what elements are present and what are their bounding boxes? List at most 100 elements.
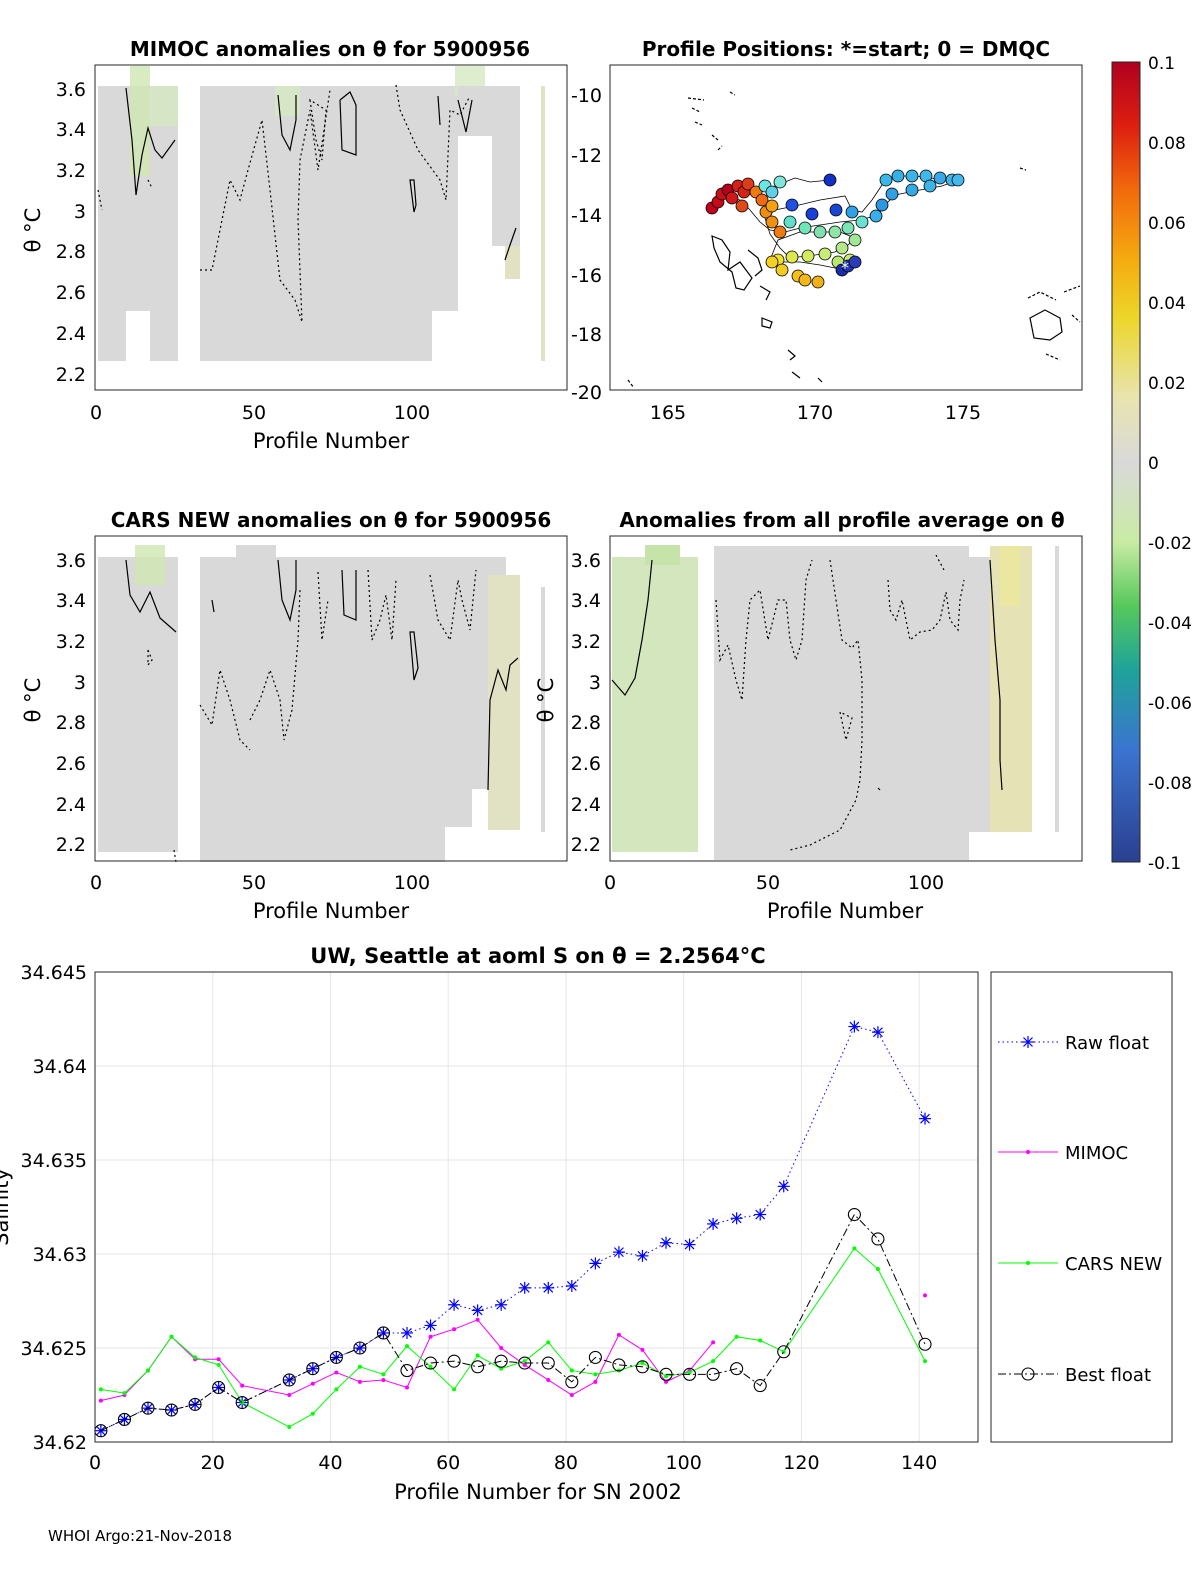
positions-panel: Profile Positions: *=start; 0 = DMQC xyxy=(571,37,1083,424)
positions-xticks: 165 170 175 xyxy=(650,402,981,424)
legend-marker xyxy=(1026,1150,1030,1154)
avg-xtick: 50 xyxy=(756,872,780,894)
salinity-chart: UW, Seattle at aoml S on θ = 2.2564°C 34… xyxy=(0,944,1173,1504)
colorbar-tick: 0.1 xyxy=(1148,54,1175,74)
data-point xyxy=(193,1355,198,1360)
chart-ytick: 34.635 xyxy=(21,1150,87,1172)
cars-axes xyxy=(94,535,568,862)
legend-item: CARS NEW xyxy=(998,1254,1162,1275)
mimoc-xtick: 0 xyxy=(90,402,102,424)
colorbar-ticks: 0.1 0.08 0.06 0.04 0.02 0 -0.02 -0.04 -0… xyxy=(1148,54,1192,874)
data-point xyxy=(664,1379,669,1384)
data-point xyxy=(310,1411,315,1416)
data-point xyxy=(117,1412,131,1426)
data-point xyxy=(357,1379,362,1384)
data-point xyxy=(589,1257,602,1270)
legend-item: Best float xyxy=(998,1365,1151,1386)
data-point xyxy=(423,1356,438,1370)
legend-item: Raw float xyxy=(998,1033,1149,1054)
cars-xtick: 100 xyxy=(394,872,430,894)
data-point xyxy=(452,1327,457,1332)
avg-xticks: 0 50 100 xyxy=(604,872,944,894)
avg-ytick: 3.6 xyxy=(571,550,601,572)
cars-xlabel: Profile Number xyxy=(253,899,410,923)
positions-yticks: -10 -12 -14 -16 -18 -20 xyxy=(571,85,602,404)
positions-ytick: -20 xyxy=(571,382,602,404)
avg-ytick: 3.4 xyxy=(571,590,601,612)
avg-ytick: 3 xyxy=(589,672,601,694)
chart-ytick: 34.62 xyxy=(33,1432,87,1454)
cars-xticks: 0 50 100 xyxy=(90,872,430,894)
colorbar-tick: 0.08 xyxy=(1148,134,1186,154)
data-point xyxy=(188,1397,202,1411)
data-point xyxy=(452,1387,457,1392)
mimoc-xtick: 100 xyxy=(394,402,430,424)
colorbar-tick: 0.02 xyxy=(1148,374,1186,394)
data-point xyxy=(522,1362,527,1367)
data-point xyxy=(329,1350,343,1364)
colorbar-tick: 0 xyxy=(1148,454,1159,474)
data-point xyxy=(777,1345,791,1359)
data-point xyxy=(546,1340,551,1345)
colorbar-tick: 0.06 xyxy=(1148,214,1186,234)
data-point xyxy=(875,1267,880,1272)
cars-contours xyxy=(125,559,519,863)
data-point xyxy=(334,1387,339,1392)
data-point xyxy=(871,1232,885,1246)
mimoc-ytick: 3.4 xyxy=(56,119,86,141)
chart-xtick: 0 xyxy=(89,1452,101,1474)
cars-ytick: 3.2 xyxy=(56,631,86,653)
chart-yticks: 34.62 34.625 34.63 34.635 34.64 34.645 xyxy=(21,962,87,1454)
positions-ytick: -10 xyxy=(571,85,602,107)
data-point xyxy=(546,1377,551,1382)
data-point xyxy=(448,1298,461,1311)
positions-axes xyxy=(609,64,1083,391)
data-point xyxy=(216,1362,221,1367)
chart-xlabel: Profile Number for SN 2002 xyxy=(394,1480,682,1504)
footer-stamp: WHOI Argo:21-Nov-2018 xyxy=(48,1527,232,1545)
colorbar-tick: 0.04 xyxy=(1148,294,1186,314)
float-track: * xyxy=(705,169,965,289)
data-point xyxy=(400,1326,413,1339)
data-point xyxy=(569,1368,574,1373)
colorbar-scale xyxy=(1111,61,1141,863)
chart-grid xyxy=(94,971,978,1443)
data-point xyxy=(640,1361,645,1366)
data-point xyxy=(310,1381,315,1386)
data-point xyxy=(635,1360,650,1374)
positions-ytick: -18 xyxy=(571,324,602,346)
data-point xyxy=(612,1246,625,1259)
data-point xyxy=(334,1370,339,1375)
mimoc-ytick: 3.6 xyxy=(56,79,86,101)
mimoc-ytick: 2.4 xyxy=(56,323,86,345)
legend-box xyxy=(990,971,1173,1443)
mimoc-ytick: 2.2 xyxy=(56,364,86,386)
mimoc-ytick: 2.8 xyxy=(56,241,86,263)
positions-xtick: 165 xyxy=(650,402,686,424)
avg-title: Anomalies from all profile average on θ xyxy=(619,508,1064,532)
mimoc-axes xyxy=(94,64,568,391)
data-point xyxy=(706,1367,720,1381)
chart-xtick: 80 xyxy=(554,1452,578,1474)
data-point xyxy=(664,1374,669,1379)
chart-xticks: 0 20 40 60 80 100 120 140 xyxy=(89,1452,937,1474)
chart-ytick: 34.63 xyxy=(33,1244,87,1266)
data-point xyxy=(640,1347,645,1352)
mimoc-ytick: 3 xyxy=(74,201,86,223)
chart-xtick: 120 xyxy=(783,1452,819,1474)
cars-xtick: 0 xyxy=(90,872,102,894)
data-point xyxy=(593,1379,598,1384)
data-point xyxy=(495,1298,508,1311)
data-point xyxy=(212,1380,226,1395)
cars-ytick: 2.6 xyxy=(56,753,86,775)
chart-xtick: 40 xyxy=(318,1452,342,1474)
legend-label: CARS NEW xyxy=(1065,1254,1162,1275)
data-point xyxy=(612,1358,626,1372)
avg-panel: Anomalies from all profile average on θ … xyxy=(534,508,1083,923)
data-point xyxy=(306,1362,320,1376)
positions-xtick: 175 xyxy=(945,402,981,424)
cars-title: CARS NEW anomalies on θ for 5900956 xyxy=(111,508,552,532)
avg-ylabel: θ °C xyxy=(534,678,558,723)
data-point xyxy=(118,1413,131,1426)
data-point xyxy=(216,1357,221,1362)
